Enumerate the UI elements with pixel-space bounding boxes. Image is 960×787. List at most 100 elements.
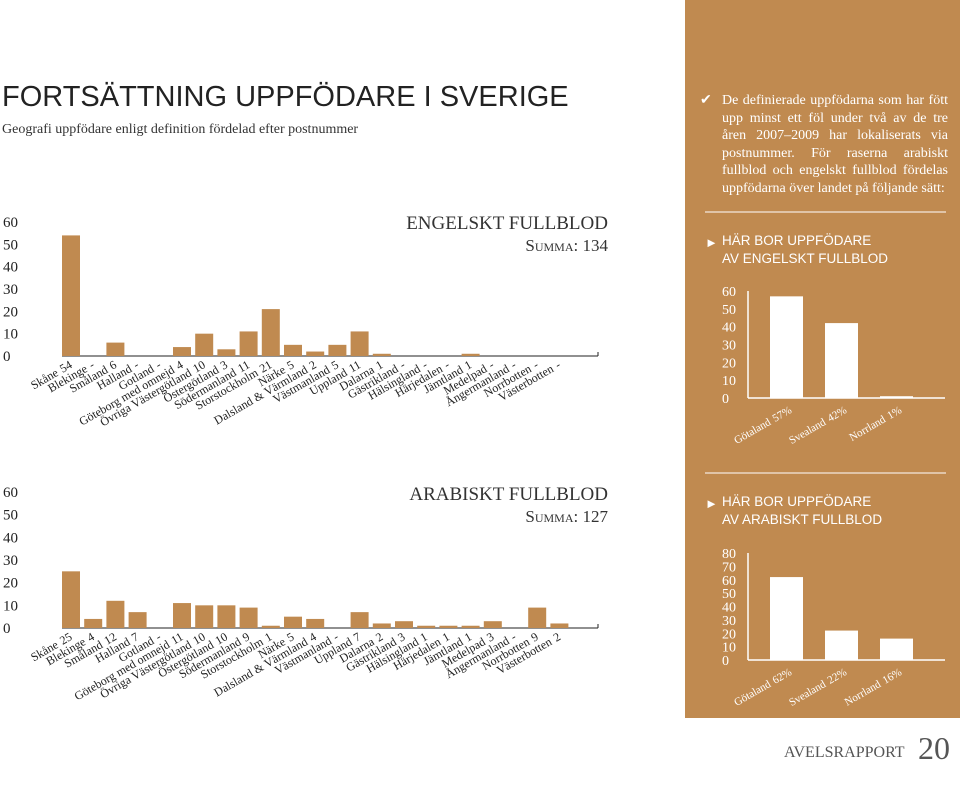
y-tick-label: 40 bbox=[3, 260, 18, 276]
bar bbox=[84, 618, 103, 628]
bar bbox=[173, 347, 191, 356]
footer-label: AVELSRAPPORT bbox=[784, 744, 905, 761]
bar bbox=[195, 605, 214, 628]
y-tick-label: 10 bbox=[722, 641, 736, 656]
chart-title: ARABISKT FULLBLOD bbox=[409, 484, 608, 505]
bar bbox=[239, 331, 258, 356]
value-label: 2 bbox=[551, 629, 563, 644]
bar bbox=[284, 616, 302, 628]
bar bbox=[306, 351, 325, 356]
y-tick-label: 50 bbox=[3, 508, 18, 524]
bar bbox=[461, 353, 480, 356]
y-tick-label: 60 bbox=[3, 215, 18, 231]
y-tick-label: 30 bbox=[3, 282, 18, 298]
bar bbox=[239, 607, 258, 628]
bar bbox=[372, 623, 391, 628]
y-tick-label: 60 bbox=[722, 285, 736, 300]
y-tick-label: 10 bbox=[3, 327, 18, 343]
value-label: - bbox=[397, 357, 407, 371]
bar bbox=[825, 630, 858, 660]
sidebar-panel bbox=[685, 0, 960, 718]
y-tick-label: 50 bbox=[722, 587, 736, 602]
bar bbox=[483, 621, 502, 628]
bar bbox=[195, 333, 214, 356]
bar bbox=[284, 344, 302, 356]
check-icon: ✔ bbox=[700, 93, 712, 108]
chart-title: HÄR BOR UPPFÖDARE bbox=[722, 494, 871, 509]
page-subtitle: Geografi uppfödare enligt definition för… bbox=[2, 122, 358, 137]
y-tick-label: 80 bbox=[722, 547, 736, 562]
value-label: - bbox=[131, 357, 141, 371]
bar bbox=[461, 625, 480, 628]
bar bbox=[261, 625, 280, 628]
bar bbox=[417, 625, 436, 628]
y-tick-label: 70 bbox=[722, 560, 736, 575]
bar bbox=[395, 621, 413, 628]
chart-title: AV ENGELSKT FULLBLOD bbox=[722, 251, 888, 266]
y-tick-label: 60 bbox=[3, 485, 18, 501]
y-tick-label: 30 bbox=[722, 614, 736, 629]
y-tick-label: 10 bbox=[722, 374, 736, 389]
value-label: - bbox=[508, 357, 518, 371]
y-tick-label: 40 bbox=[3, 530, 18, 546]
bar bbox=[328, 344, 347, 356]
y-tick-label: 20 bbox=[3, 304, 18, 320]
bar bbox=[528, 607, 547, 628]
arrow-icon: ► bbox=[705, 235, 718, 250]
y-tick-label: 30 bbox=[3, 553, 18, 569]
y-tick-label: 0 bbox=[3, 621, 11, 637]
value-label: - bbox=[486, 357, 496, 371]
value-label: - bbox=[86, 357, 96, 371]
chart-title: ENGELSKT FULLBLOD bbox=[406, 213, 608, 234]
y-tick-label: 60 bbox=[722, 574, 736, 589]
bar bbox=[880, 638, 913, 660]
bar bbox=[350, 612, 369, 628]
value-label: - bbox=[153, 629, 163, 643]
value-label: - bbox=[530, 357, 540, 371]
bar bbox=[261, 309, 280, 356]
value-label: - bbox=[441, 357, 451, 371]
bar bbox=[350, 331, 369, 356]
bar bbox=[770, 577, 803, 660]
bar bbox=[173, 603, 191, 628]
y-tick-label: 0 bbox=[722, 654, 729, 669]
bar bbox=[128, 612, 147, 628]
y-tick-label: 30 bbox=[722, 339, 736, 354]
bar bbox=[880, 396, 913, 398]
bar bbox=[106, 342, 125, 356]
bar bbox=[306, 618, 325, 628]
y-tick-label: 10 bbox=[3, 598, 18, 614]
bar bbox=[62, 235, 80, 356]
bar bbox=[825, 323, 858, 398]
bar bbox=[439, 625, 458, 628]
intro-text: De definierade uppfödarna som har fött u… bbox=[722, 93, 948, 196]
y-tick-label: 40 bbox=[722, 321, 736, 336]
bar bbox=[770, 296, 803, 398]
y-tick-label: 50 bbox=[3, 237, 18, 253]
value-label: - bbox=[552, 357, 562, 371]
y-tick-label: 0 bbox=[3, 349, 11, 365]
value-label: - bbox=[419, 357, 429, 371]
arrow-icon: ► bbox=[705, 496, 718, 511]
value-label: - bbox=[153, 357, 163, 371]
page-number: 20 bbox=[918, 730, 950, 766]
bar bbox=[217, 349, 236, 356]
bar bbox=[217, 605, 236, 628]
chart-total: Summa: 134 bbox=[525, 236, 608, 255]
chart-title: AV ARABISKT FULLBLOD bbox=[722, 512, 882, 527]
page-title: FORTSÄTTNING UPPFÖDARE I SVERIGE bbox=[2, 81, 569, 113]
y-tick-label: 0 bbox=[722, 392, 729, 407]
y-tick-label: 50 bbox=[722, 303, 736, 318]
y-tick-label: 40 bbox=[722, 601, 736, 616]
y-tick-label: 20 bbox=[722, 356, 736, 371]
chart-title: HÄR BOR UPPFÖDARE bbox=[722, 233, 871, 248]
chart-total: Summa: 127 bbox=[525, 507, 608, 526]
value-label: - bbox=[508, 629, 518, 643]
bar bbox=[106, 600, 125, 628]
y-tick-label: 20 bbox=[722, 627, 736, 642]
bar bbox=[550, 623, 569, 628]
bar bbox=[372, 353, 391, 356]
bar bbox=[62, 571, 80, 628]
